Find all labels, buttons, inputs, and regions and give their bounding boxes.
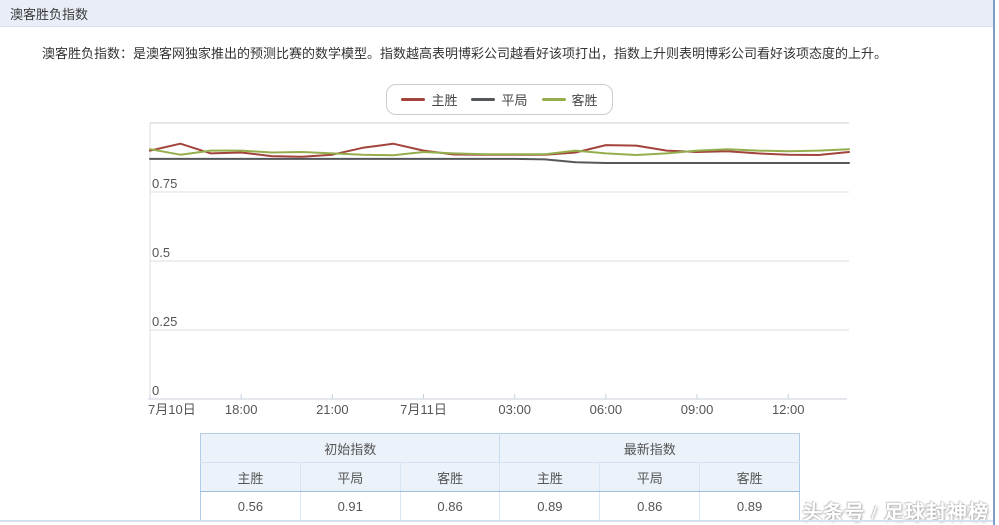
legend-item-draw: 平局 xyxy=(471,90,528,109)
series-line-draw xyxy=(149,157,850,164)
table-group-header-row: 初始指数 最新指数 xyxy=(200,433,800,463)
y-axis-label-0: 0 xyxy=(152,383,159,398)
page-right-border xyxy=(993,0,995,525)
table-value: 0.89 xyxy=(699,491,800,521)
page-title: 澳客胜负指数 xyxy=(10,6,89,22)
x-axis-label-03:00: 03:00 xyxy=(498,402,531,417)
x-axis-label-09:00: 09:00 xyxy=(681,402,714,417)
table-value: 0.91 xyxy=(299,491,401,521)
table-value: 0.86 xyxy=(399,491,500,521)
legend-label-away-win: 客胜 xyxy=(571,93,598,108)
table-column-header: 平局 xyxy=(599,462,700,492)
page-header: 澳客胜负指数 xyxy=(0,0,993,27)
y-axis-label-0.25: 0.25 xyxy=(152,314,177,329)
legend-label-draw: 平局 xyxy=(501,93,528,108)
series-line-away-win xyxy=(149,148,850,157)
watermark: 头条号 / 足球封神榜 xyxy=(802,502,989,524)
table-group-header: 初始指数 xyxy=(200,433,500,463)
legend-swatch-draw xyxy=(471,98,496,101)
y-axis-label-0.75: 0.75 xyxy=(152,176,177,191)
table-column-header: 主胜 xyxy=(499,462,600,492)
y-axis-label-0.5: 0.5 xyxy=(152,245,170,260)
chart-legend-wrap: 主胜 平局 客胜 xyxy=(0,84,999,115)
legend-label-home-win: 主胜 xyxy=(431,93,458,108)
table-value: 0.56 xyxy=(237,498,264,514)
table-group-header: 最新指数 xyxy=(499,433,800,463)
index-description: 澳客胜负指数：是澳客网独家推出的预测比赛的数学模型。指数越高表明博彩公司越看好该… xyxy=(42,46,888,61)
x-axis-label-21:00: 21:00 xyxy=(316,402,349,417)
index-table: 初始指数 最新指数 主胜 平局 客胜 主胜 平局 客胜 0.56 0.91 0.86 0.89 0.86… xyxy=(200,433,800,521)
table-column-header: 主胜 xyxy=(200,462,301,492)
table-column-header: 客胜 xyxy=(399,462,500,492)
table-value: 0.89 xyxy=(499,491,600,521)
legend-swatch-away-win xyxy=(541,98,566,101)
table-column-header: 客胜 xyxy=(699,462,800,492)
chart-legend: 主胜 平局 客胜 xyxy=(386,84,613,115)
series-line-home-win xyxy=(149,142,850,158)
x-axis-label-12:00: 12:00 xyxy=(772,402,805,417)
legend-item-away-win: 客胜 xyxy=(541,90,598,109)
x-axis-label-06:00: 06:00 xyxy=(590,402,623,417)
page-bottom-border xyxy=(0,520,993,522)
legend-item-home-win: 主胜 xyxy=(401,90,457,109)
x-axis-label-7月11日: 7月11日 xyxy=(400,402,447,417)
table-value: 0.86 xyxy=(599,491,700,521)
table-column-header: 平局 xyxy=(299,462,401,492)
table-value-row: 0.56 0.91 0.86 0.89 0.86 0.89 xyxy=(201,491,800,521)
x-axis-label-18:00: 18:00 xyxy=(225,402,258,417)
x-axis-label-7月10日: 7月10日 xyxy=(148,402,196,417)
legend-swatch-home-win xyxy=(401,98,426,101)
table-column-header-row: 主胜 平局 客胜 主胜 平局 客胜 xyxy=(200,462,800,492)
